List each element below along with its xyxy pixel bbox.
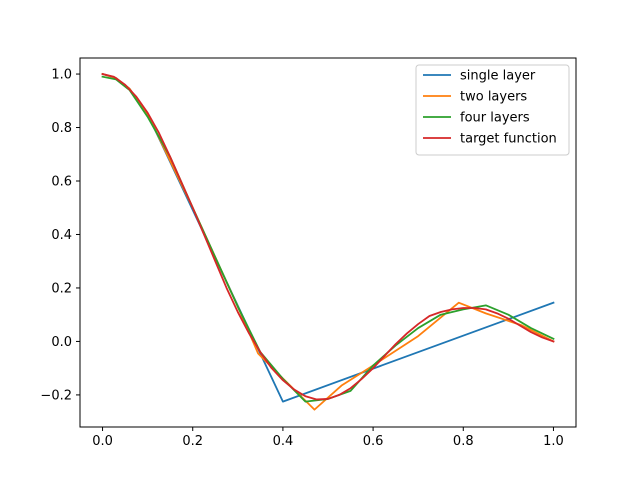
- y-tick-label: −0.2: [40, 388, 72, 403]
- x-tick-label: 1.0: [543, 434, 564, 449]
- legend-label-3: target function: [460, 132, 557, 147]
- axes-frame: [79, 57, 577, 428]
- x-tick-label: 0.6: [363, 434, 384, 449]
- y-tick-label: 0.2: [51, 281, 72, 296]
- plot-lines: [101, 72, 555, 411]
- x-tick-label: 0.2: [182, 434, 203, 449]
- y-tick-label: 0.4: [51, 228, 72, 243]
- y-tick-label: 0.6: [51, 175, 72, 190]
- y-axis: −0.2 0.0 0.2 0.4 0.6 0.8 1.0: [40, 68, 80, 403]
- x-tick-label: 0.4: [273, 434, 294, 449]
- y-tick-label: 1.0: [51, 68, 72, 83]
- x-tick-label: 0.0: [92, 434, 113, 449]
- legend: single layer two layers four layers target …: [415, 64, 570, 156]
- legend-label-0: single layer: [460, 69, 536, 84]
- x-axis: 0.0 0.2 0.4 0.6 0.8 1.0: [92, 427, 564, 449]
- y-tick-label: 0.8: [51, 121, 72, 136]
- x-tick-label: 0.8: [453, 434, 474, 449]
- legend-label-1: two layers: [460, 90, 527, 105]
- y-tick-label: 0.0: [51, 335, 72, 350]
- legend-label-2: four layers: [460, 111, 530, 126]
- series-line-3: [101, 72, 555, 401]
- legend-box: [415, 64, 570, 156]
